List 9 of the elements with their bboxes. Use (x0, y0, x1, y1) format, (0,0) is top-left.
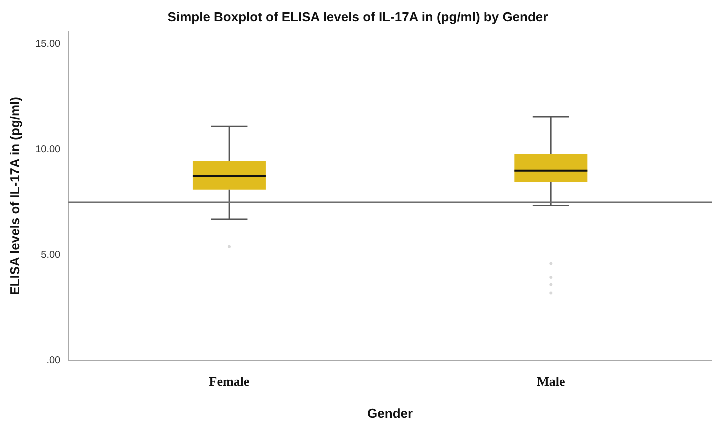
y-tick-label: .00 (46, 356, 62, 367)
x-tick-label: Female (209, 374, 250, 389)
y-axis-title: ELISA levels of IL-17A in (pg/ml) (7, 96, 22, 296)
y-tick-label: 15.00 (36, 39, 62, 50)
y-tick-label: 5.00 (41, 250, 62, 262)
y-tick-label: 10.00 (36, 144, 62, 156)
chart-title: Simple Boxplot of ELISA levels of IL-17A in (pg/ml) by Gender (168, 9, 548, 24)
x-axis-title: Gender (368, 406, 414, 421)
x-tick-label: Male (537, 374, 566, 389)
